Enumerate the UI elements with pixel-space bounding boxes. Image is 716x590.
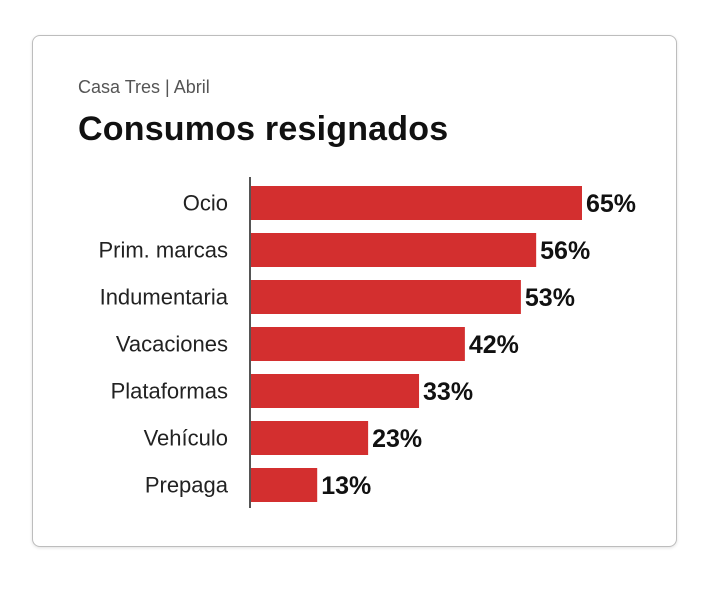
value-label-0: 65%: [586, 190, 636, 218]
bar-5: [251, 421, 369, 455]
chart-title: Consumos resignados: [78, 110, 449, 148]
category-label-0: Ocio: [183, 191, 228, 216]
value-label-2: 53%: [525, 284, 575, 312]
bar-6: [251, 468, 318, 502]
bar-1: [251, 233, 537, 267]
bar-0: [251, 186, 582, 220]
value-label-5: 23%: [372, 425, 422, 453]
value-label-1: 56%: [540, 237, 590, 265]
value-label-6: 13%: [321, 472, 371, 500]
value-label-4: 33%: [423, 378, 473, 406]
bar-3: [251, 327, 465, 361]
chart-card: Casa Tres | Abril Consumos resignados Oc…: [32, 35, 677, 547]
category-label-5: Vehículo: [144, 426, 228, 451]
category-label-3: Vacaciones: [116, 332, 228, 357]
bar-2: [251, 280, 521, 314]
value-label-3: 42%: [469, 331, 519, 359]
category-label-2: Indumentaria: [100, 285, 229, 310]
bar-chart: Ocio 65% Prim. marcas 56% Indumentaria 53% Vac…: [98, 177, 636, 508]
bar-4: [251, 374, 420, 408]
category-label-4: Plataformas: [111, 379, 228, 404]
category-label-6: Prepaga: [145, 473, 229, 498]
chart-subtitle: Casa Tres | Abril: [78, 77, 210, 97]
category-label-1: Prim. marcas: [98, 238, 228, 263]
